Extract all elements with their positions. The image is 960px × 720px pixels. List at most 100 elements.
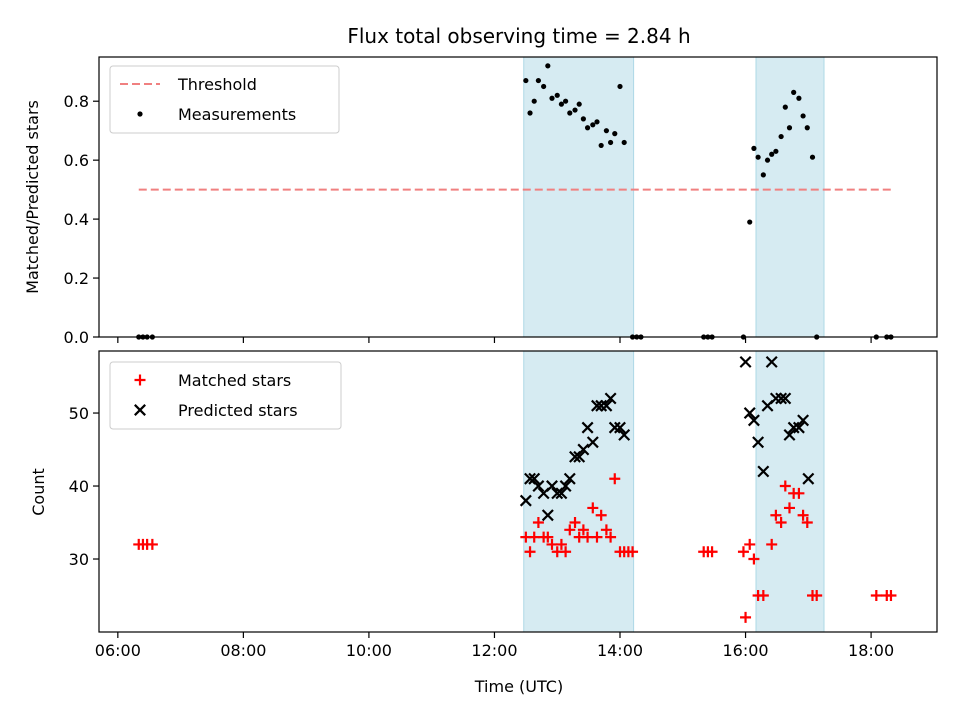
series-matched [133, 473, 897, 623]
data-point [792, 421, 805, 434]
data-point [764, 157, 771, 163]
data-point [558, 101, 565, 107]
data-point [146, 538, 158, 550]
data-point [549, 95, 555, 101]
data-point [573, 450, 586, 463]
x-tick-label: 12:00 [471, 641, 517, 660]
x-axis-label: Time (UTC) [474, 677, 563, 696]
data-point [770, 509, 782, 521]
data-point [793, 487, 805, 499]
data-point [779, 392, 792, 405]
x-tick-label: 10:00 [346, 641, 392, 660]
data-point [591, 531, 603, 543]
shaded-interval-1 [755, 56, 825, 338]
y-tick-label: 0.8 [64, 92, 89, 111]
data-point [580, 116, 586, 122]
panel-count: 30 40 50 06:00 08:00 10:00 12:00 14:00 16:00 18:0… [69, 350, 938, 660]
data-point [739, 355, 752, 368]
data-point [775, 517, 787, 529]
data-point [603, 128, 610, 134]
data-point [567, 110, 573, 116]
data-point [598, 142, 604, 149]
data-point [797, 414, 810, 427]
data-point [587, 502, 599, 514]
data-point [743, 407, 756, 420]
data-point [618, 428, 631, 441]
y-tick-label: 0.2 [64, 269, 89, 288]
plot-frame [98, 350, 938, 633]
data-point [621, 139, 627, 146]
data-point [604, 392, 617, 405]
data-point [555, 487, 568, 500]
data-point [747, 414, 760, 427]
shaded-interval-0 [523, 56, 635, 338]
legend: Matched stars Predicted stars [109, 361, 342, 430]
plot-frame [98, 56, 938, 338]
data-point [590, 122, 596, 128]
data-point [563, 98, 569, 104]
data-point [572, 107, 578, 113]
legend-marker [134, 374, 146, 386]
data-point [554, 92, 560, 98]
data-point [747, 219, 753, 225]
data-point [527, 110, 533, 116]
data-point [560, 546, 572, 558]
data-point [706, 546, 718, 558]
series-predicted [519, 355, 815, 522]
data-point [569, 517, 581, 529]
data-point [760, 172, 766, 178]
data-point [532, 480, 545, 493]
panel-ratio: 0.0 0.2 0.4 0.6 0.8 Threshold Measurements [64, 56, 938, 347]
data-point [783, 502, 795, 514]
data-point [769, 392, 782, 405]
data-point [617, 83, 623, 90]
legend-label: Measurements [178, 105, 296, 124]
data-point [612, 131, 618, 137]
data-point [595, 399, 608, 412]
data-point [748, 553, 760, 565]
data-point [519, 494, 532, 507]
data-point [586, 436, 599, 449]
data-point [786, 125, 793, 131]
data-point [559, 480, 572, 493]
data-point [769, 151, 775, 157]
data-point [594, 119, 600, 125]
data-point [751, 145, 757, 151]
x-tick-label: 16:00 [722, 641, 768, 660]
data-point [528, 472, 541, 485]
data-point [595, 509, 607, 521]
data-point [541, 509, 554, 522]
data-point [607, 139, 614, 146]
data-point [757, 465, 770, 478]
data-point [576, 101, 582, 107]
data-point [523, 77, 529, 84]
chart-title: Flux total observing time = 2.84 h [347, 24, 690, 48]
data-point [755, 154, 761, 160]
data-point [740, 611, 752, 623]
data-point [614, 421, 626, 434]
data-point [591, 399, 603, 412]
data-point [885, 590, 897, 602]
data-point [801, 517, 813, 529]
data-point [791, 89, 797, 95]
y-axis-label-ratio: Matched/Predicted stars [23, 100, 42, 294]
data-point [528, 531, 540, 543]
data-point [545, 63, 551, 69]
data-point [577, 524, 589, 536]
data-point [766, 538, 778, 550]
data-point [804, 125, 810, 131]
data-point [609, 473, 621, 485]
legend-label: Matched stars [178, 371, 291, 390]
data-point [779, 480, 791, 492]
y-tick-label: 30 [69, 550, 89, 569]
data-point [744, 538, 756, 550]
data-point [582, 531, 594, 543]
data-point [542, 531, 554, 543]
legend: Threshold Measurements [109, 65, 340, 134]
data-point [800, 113, 806, 119]
data-point [546, 538, 558, 550]
data-point [797, 509, 809, 521]
data-point [775, 392, 788, 405]
data-point [783, 428, 796, 441]
